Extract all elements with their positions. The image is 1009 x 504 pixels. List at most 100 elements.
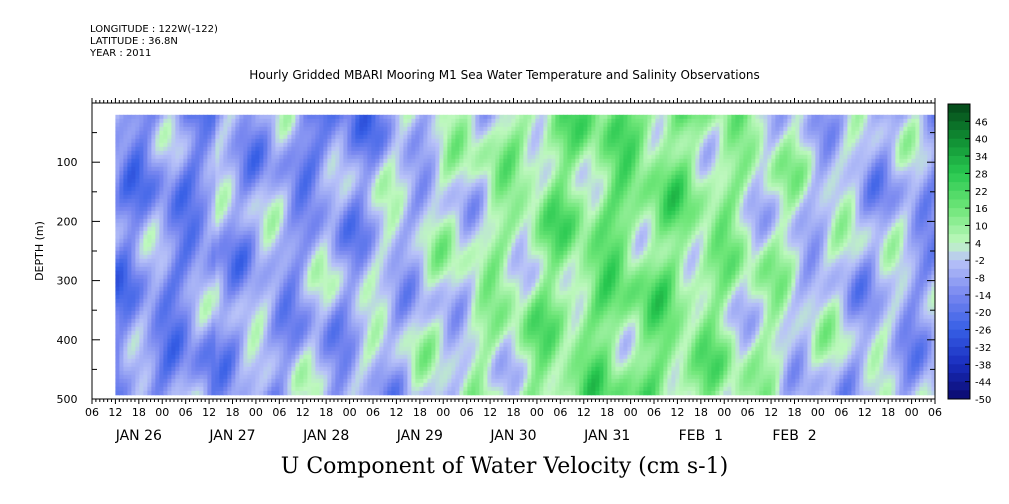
heatmap-cell bbox=[171, 174, 176, 180]
heatmap-cell bbox=[155, 190, 160, 196]
heatmap-cell bbox=[183, 294, 188, 300]
heatmap-cell bbox=[263, 258, 268, 264]
heatmap-cell bbox=[151, 166, 156, 172]
heatmap-cell bbox=[219, 298, 224, 304]
heatmap-cell bbox=[287, 254, 292, 260]
heatmap-cell bbox=[395, 194, 400, 200]
heatmap-cell bbox=[387, 298, 392, 304]
heatmap-cell bbox=[175, 222, 180, 228]
heatmap-cell bbox=[243, 354, 248, 360]
heatmap-cell bbox=[347, 282, 352, 288]
heatmap-cell bbox=[299, 182, 304, 188]
heatmap-cell bbox=[279, 114, 284, 120]
heatmap-cell bbox=[291, 378, 296, 384]
heatmap-cell bbox=[223, 250, 228, 256]
heatmap-cell bbox=[335, 226, 340, 232]
heatmap-cell bbox=[367, 334, 372, 340]
heatmap-cell bbox=[279, 222, 284, 228]
heatmap-cell bbox=[207, 326, 212, 332]
heatmap-cell bbox=[167, 158, 172, 164]
heatmap-cell bbox=[199, 162, 204, 168]
heatmap-cell bbox=[391, 318, 396, 324]
heatmap-cell bbox=[195, 170, 200, 176]
heatmap-cell bbox=[163, 150, 168, 156]
heatmap-cell bbox=[359, 258, 364, 264]
heatmap-cell bbox=[251, 370, 256, 376]
heatmap-cell bbox=[211, 218, 216, 224]
heatmap-cell bbox=[227, 118, 232, 124]
heatmap-cell bbox=[299, 246, 304, 252]
heatmap-cell bbox=[395, 346, 400, 352]
heatmap-cell bbox=[191, 242, 196, 248]
heatmap-cell bbox=[215, 246, 220, 252]
heatmap-cell bbox=[335, 194, 340, 200]
heatmap-cell bbox=[151, 114, 156, 120]
heatmap-cell bbox=[119, 354, 124, 360]
heatmap-cell bbox=[263, 354, 268, 360]
heatmap-cell bbox=[299, 326, 304, 332]
heatmap-cell bbox=[315, 222, 320, 228]
heatmap-cell bbox=[279, 302, 284, 308]
heatmap-cell bbox=[335, 234, 340, 240]
heatmap-cell bbox=[315, 202, 320, 208]
heatmap-cell bbox=[367, 234, 372, 240]
heatmap-cell bbox=[379, 262, 384, 268]
heatmap-cell bbox=[331, 386, 336, 392]
heatmap-cell bbox=[307, 170, 312, 176]
heatmap-cell bbox=[287, 282, 292, 288]
heatmap-cell bbox=[383, 218, 388, 224]
heatmap-cell bbox=[227, 198, 232, 204]
heatmap-cell bbox=[119, 290, 124, 296]
heatmap-cell bbox=[391, 346, 396, 352]
heatmap-cell bbox=[155, 114, 160, 120]
heatmap-cell bbox=[163, 114, 168, 120]
heatmap-cell bbox=[275, 350, 280, 356]
heatmap-cell bbox=[295, 210, 300, 216]
heatmap-cell bbox=[275, 178, 280, 184]
heatmap-cell bbox=[291, 222, 296, 228]
heatmap-cell bbox=[307, 134, 312, 140]
heatmap-cell bbox=[271, 362, 276, 368]
heatmap-cell bbox=[331, 374, 336, 380]
heatmap-cell bbox=[139, 294, 144, 300]
heatmap-cell bbox=[151, 274, 156, 280]
heatmap-cell bbox=[359, 130, 364, 136]
heatmap-cell bbox=[231, 250, 236, 256]
heatmap-cell bbox=[299, 210, 304, 216]
heatmap-cell bbox=[267, 338, 272, 344]
heatmap-cell bbox=[359, 390, 364, 396]
heatmap-cell bbox=[243, 282, 248, 288]
heatmap-cell bbox=[391, 142, 396, 148]
heatmap-cell bbox=[207, 290, 212, 296]
heatmap-cell bbox=[327, 226, 332, 232]
heatmap-cell bbox=[171, 378, 176, 384]
heatmap-cell bbox=[159, 378, 164, 384]
heatmap-cell bbox=[159, 306, 164, 312]
heatmap-cell bbox=[395, 178, 400, 184]
heatmap-cell bbox=[315, 290, 320, 296]
heatmap-cell bbox=[383, 258, 388, 264]
heatmap-cell bbox=[267, 334, 272, 340]
heatmap-cell bbox=[267, 298, 272, 304]
heatmap-cell bbox=[143, 306, 148, 312]
heatmap-cell bbox=[207, 250, 212, 256]
heatmap-cell bbox=[367, 278, 372, 284]
heatmap-cell bbox=[395, 262, 400, 268]
heatmap-cell bbox=[351, 182, 356, 188]
heatmap-cell bbox=[211, 374, 216, 380]
heatmap-cell bbox=[239, 222, 244, 228]
heatmap-cell bbox=[255, 206, 260, 212]
heatmap-cell bbox=[171, 214, 176, 220]
heatmap-cell bbox=[391, 310, 396, 316]
heatmap-cell bbox=[263, 374, 268, 380]
heatmap-cell bbox=[307, 214, 312, 220]
heatmap-cell bbox=[123, 238, 128, 244]
heatmap-cell bbox=[227, 194, 232, 200]
heatmap-cell bbox=[291, 322, 296, 328]
heatmap-cell bbox=[279, 210, 284, 216]
heatmap-cell bbox=[179, 158, 184, 164]
heatmap-cell bbox=[347, 178, 352, 184]
heatmap-cell bbox=[187, 322, 192, 328]
heatmap-cell bbox=[195, 390, 200, 396]
heatmap-cell bbox=[343, 146, 348, 152]
